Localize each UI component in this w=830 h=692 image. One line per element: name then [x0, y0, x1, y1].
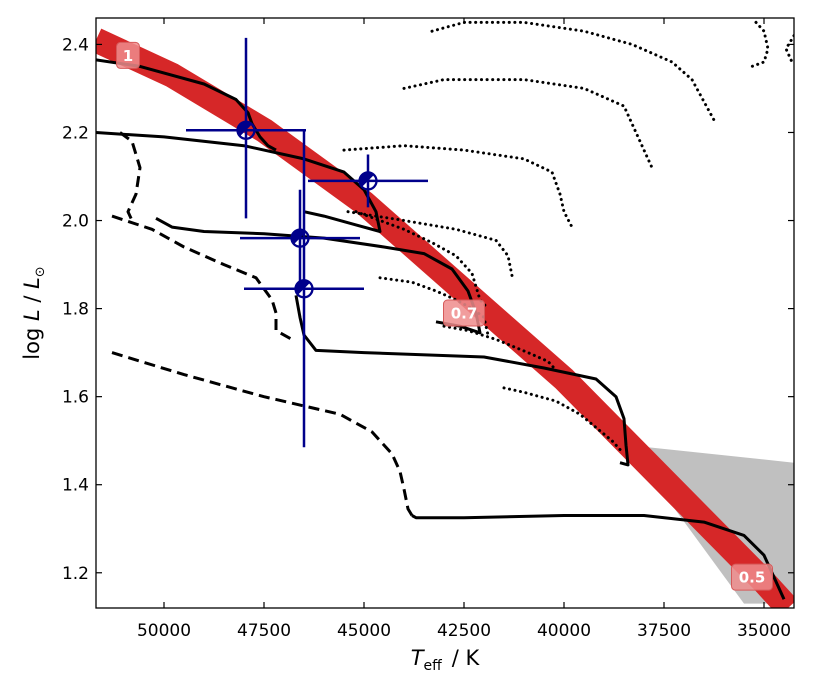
track-dotted-4	[346, 210, 514, 278]
band-marker-label: 1	[123, 47, 133, 65]
track-dotted-10	[784, 34, 794, 64]
track-dotted-3	[342, 144, 574, 229]
x-tick-label: 37500	[637, 621, 691, 641]
track-dashed-2	[111, 214, 293, 341]
data-point-1	[186, 37, 306, 219]
y-tick-label: 2.4	[62, 35, 89, 55]
data-point-2	[308, 154, 428, 208]
band-marker-box	[731, 563, 773, 591]
x-axis-label: Teff / K	[411, 646, 481, 674]
track-dotted-7	[442, 324, 558, 372]
x-tick-label: 40000	[537, 621, 591, 641]
y-tick-label: 1.8	[62, 300, 89, 320]
track-dashed-3	[111, 351, 414, 517]
data-point-fill	[295, 280, 311, 295]
y-axis-label: log L / L⊙	[20, 266, 48, 359]
data-point-fill	[237, 121, 253, 137]
band-marker-1: 1	[116, 41, 140, 69]
band-marker-0-7: 0.7	[443, 299, 485, 327]
y-tick-label: 1.4	[62, 476, 89, 496]
x-tick-label: 42500	[437, 621, 491, 641]
track-dotted-5	[354, 210, 490, 311]
y-tick-label: 2.0	[62, 212, 89, 232]
x-tick-label: 47500	[237, 621, 291, 641]
red-band-layer	[96, 28, 794, 608]
data-point-4	[244, 130, 364, 448]
band-marker-0-5: 0.5	[731, 563, 773, 591]
band-marker-label: 0.5	[739, 569, 766, 587]
plot-area: 1 0.7 0.5	[96, 20, 794, 608]
band-marker-box	[443, 299, 485, 327]
x-tick-label: 50000	[137, 621, 191, 641]
x-tick-label: 45000	[337, 621, 391, 641]
y-tick-label: 1.2	[62, 564, 89, 584]
axes-frame	[95, 17, 795, 609]
track-solid-1	[96, 58, 277, 152]
track-solid-2	[96, 131, 382, 233]
y-tick-label: 1.6	[62, 388, 89, 408]
track-dotted-8	[502, 386, 622, 451]
band-marker-box	[116, 41, 140, 69]
track-dashed-1	[119, 131, 142, 222]
band-marker-label: 0.7	[451, 305, 478, 323]
track-dotted-1	[430, 20, 718, 126]
band-markers-layer: 1 0.7 0.5	[116, 41, 773, 591]
data-point-fill	[291, 229, 307, 245]
y-tick-label: 2.2	[62, 123, 89, 143]
data-point-fill	[359, 172, 375, 187]
track-solid-3	[155, 216, 482, 335]
data-points-layer	[186, 37, 428, 448]
x-tick-label: 35000	[737, 621, 791, 641]
axis-ticks-layer: 50000 47500 45000 42500 40000 37500 35000 1.2 1.…	[62, 18, 794, 641]
red-band	[96, 28, 794, 608]
data-point-3	[240, 189, 360, 287]
